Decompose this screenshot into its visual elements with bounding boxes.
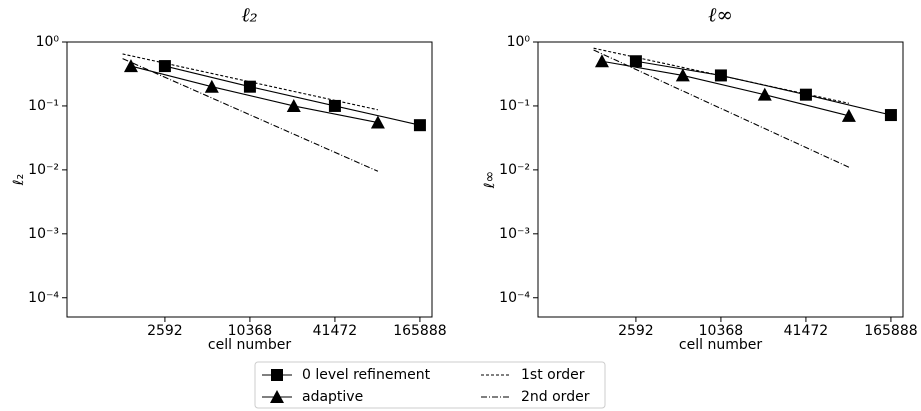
series-line xyxy=(593,49,850,168)
square-marker xyxy=(799,88,812,101)
triangle-marker xyxy=(675,68,690,82)
triangle-marker xyxy=(123,59,138,73)
legend-marker xyxy=(271,369,283,381)
y-axis-label: ℓ∞ xyxy=(482,171,498,189)
triangle-marker xyxy=(594,54,609,68)
y-tick-label: 10⁻⁴ xyxy=(28,290,59,306)
chart-title: ℓ₂ xyxy=(241,3,257,27)
y-tick-label: 10⁻² xyxy=(28,162,59,178)
x-tick-label: 41472 xyxy=(784,323,829,339)
legend-marker xyxy=(270,390,284,403)
legend-label: 0 level refinement xyxy=(302,367,431,383)
triangle-marker xyxy=(286,98,301,112)
series-line xyxy=(122,58,379,172)
x-axis-label: cell number xyxy=(679,337,762,353)
y-tick-label: 10⁻² xyxy=(499,162,530,178)
y-tick-label: 10⁰ xyxy=(507,34,531,50)
triangle-marker xyxy=(757,87,772,101)
series-line xyxy=(635,60,892,116)
series-line xyxy=(122,53,379,111)
x-axis-label: cell number xyxy=(208,337,291,353)
square-marker xyxy=(158,60,171,73)
y-tick-label: 10⁻³ xyxy=(28,226,59,242)
legend-box xyxy=(254,361,606,409)
y-tick-label: 10⁻⁴ xyxy=(499,290,530,306)
triangle-marker xyxy=(841,108,856,122)
y-tick-label: 10⁻³ xyxy=(499,226,530,242)
legend-label: 1st order xyxy=(521,367,585,383)
legend-label: adaptive xyxy=(302,389,363,405)
plot-frame xyxy=(537,41,904,318)
triangle-marker xyxy=(204,79,219,93)
square-marker xyxy=(884,109,897,122)
square-marker xyxy=(413,119,426,132)
x-tick-label: 41472 xyxy=(313,323,358,339)
x-tick-label: 2592 xyxy=(147,323,183,339)
legend-label: 2nd order xyxy=(521,389,590,405)
x-tick-label: 165888 xyxy=(864,323,917,339)
series-line xyxy=(593,47,850,104)
square-marker xyxy=(328,99,341,112)
square-marker xyxy=(629,55,642,68)
series-line xyxy=(164,65,421,126)
x-tick-label: 165888 xyxy=(393,323,446,339)
series-line xyxy=(601,60,850,117)
x-tick-label: 2592 xyxy=(618,323,654,339)
y-tick-label: 10⁰ xyxy=(36,34,60,50)
y-tick-label: 10⁻¹ xyxy=(28,98,59,114)
y-axis-label: ℓ₂ xyxy=(11,174,27,186)
y-tick-label: 10⁻¹ xyxy=(499,98,530,114)
triangle-marker xyxy=(370,115,385,129)
square-marker xyxy=(243,80,256,93)
series-line xyxy=(130,65,379,124)
x-tick-label: 10368 xyxy=(699,323,744,339)
x-tick-label: 10368 xyxy=(228,323,273,339)
chart-title: ℓ∞ xyxy=(708,3,733,27)
